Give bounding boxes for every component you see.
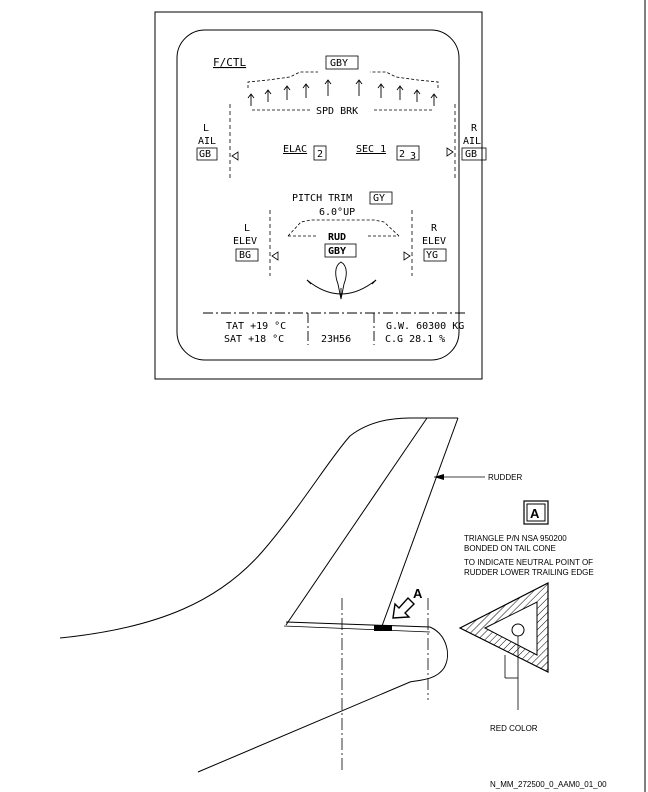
red-dot	[511, 623, 525, 637]
note-line-4: RUDDER LOWER TRAILING EDGE	[464, 568, 594, 577]
spoiler-arrow-5	[324, 79, 332, 96]
pitch-trim-label: PITCH TRIM	[292, 193, 352, 204]
spoiler-arrow-4	[302, 83, 310, 98]
view-a-arrow	[392, 596, 415, 619]
pitch-trim-hyd: GY	[373, 193, 385, 204]
rudder-leader-arrowhead	[434, 474, 444, 480]
left-elev-hyd: BG	[239, 250, 251, 261]
red-color-label: RED COLOR	[490, 724, 538, 733]
sat-readout: SAT +18 °C	[224, 334, 284, 345]
right-elev-hyd-box	[423, 248, 447, 262]
fin-leading-edge	[59, 417, 458, 639]
tat-readout: TAT +19 °C	[226, 321, 286, 332]
right-ail-pointer	[446, 147, 454, 157]
sec-num-box	[396, 145, 420, 161]
note-line-3: TO INDICATE NEUTRAL POINT OF	[464, 558, 593, 567]
sec-number-3: 3	[410, 151, 416, 162]
rudder-position-symbol	[306, 261, 377, 300]
fin-base-line	[285, 621, 431, 628]
elac-number: 2	[317, 149, 323, 160]
note-line-2: BONDED ON TAIL CONE	[464, 544, 556, 553]
ecam-title: F/CTL	[213, 56, 246, 69]
stabilizer-outline	[287, 219, 400, 237]
spoiler-arrow-8	[396, 85, 404, 100]
ecam-flight-control-page: F/CTL GBY SPD BRK L AIL GB	[154, 11, 487, 380]
spoiler-arrow-10	[430, 93, 438, 106]
triangle-inner	[483, 601, 538, 656]
left-ail-side: L	[203, 123, 209, 134]
tail-diagram: A RUDDER A TRIANGLE P/N NSA 950200 BONDE…	[59, 417, 607, 789]
right-ail-hyd-box	[461, 147, 487, 161]
gross-weight-readout: G.W. 60300 KG	[386, 321, 464, 332]
left-ail-pointer	[231, 151, 239, 161]
right-elev-label: ELEV	[422, 236, 446, 247]
triangle-detail: RED COLOR	[458, 582, 549, 733]
reference-code: N_MM_272500_0_AAM0_01_00	[490, 780, 607, 789]
right-elev-pointer	[403, 251, 411, 261]
left-elevator-indicator: L ELEV BG	[233, 210, 279, 276]
rudder-callout: RUDDER	[488, 473, 522, 482]
spoiler-arrow-3	[283, 85, 291, 100]
left-elev-pointer	[271, 251, 279, 261]
left-aileron-indicator: L AIL GB	[196, 104, 239, 178]
left-elev-side: L	[244, 223, 250, 234]
right-ail-side: R	[471, 123, 478, 134]
spoiler-arrow-2	[264, 89, 272, 102]
view-a-arrow-letter: A	[413, 586, 423, 601]
cg-readout: C.G 28.1 %	[385, 334, 445, 345]
left-ail-hyd: GB	[199, 149, 211, 160]
note-line-1: TRIANGLE P/N NSA 950200	[464, 534, 567, 543]
rud-hyd-box	[324, 243, 357, 258]
rudder-hyd: GBY	[328, 246, 346, 257]
ecam-screen	[176, 29, 460, 361]
view-a-box-outer	[523, 500, 549, 525]
right-elev-side: R	[431, 223, 438, 234]
hyd-top-box	[325, 55, 359, 70]
hyd-top-label: GBY	[330, 58, 348, 69]
view-a-letter: A	[530, 506, 540, 521]
right-ail-hyd: GB	[465, 149, 477, 160]
tail-cone	[197, 626, 448, 773]
right-aileron-indicator: R AIL GB	[446, 104, 487, 178]
rudder-scale-arc	[306, 279, 377, 295]
rudder-trailing-edge	[381, 417, 459, 627]
left-elev-hyd-box	[235, 248, 259, 262]
right-elev-hyd: YG	[426, 250, 438, 261]
spoiler-bracket-lines	[247, 71, 439, 88]
ecam-outer-frame	[154, 11, 483, 380]
spoiler-arrows	[247, 79, 438, 106]
left-elev-label: ELEV	[233, 236, 257, 247]
view-a-box-inner	[526, 503, 546, 522]
sec-number: 2	[399, 149, 405, 160]
elac-label: ELAC	[283, 144, 307, 155]
sec-label: SEC 1	[356, 144, 386, 155]
spoiler-arrow-9	[413, 89, 421, 102]
left-ail-hyd-box	[196, 147, 218, 161]
right-elevator-indicator: R ELEV YG	[403, 210, 447, 276]
pitch-trim-value: 6.0°UP	[319, 207, 355, 218]
left-ail-label: AIL	[198, 136, 216, 147]
elac-num-box	[313, 145, 327, 161]
spoiler-arrow-6	[355, 79, 363, 96]
right-ail-label: AIL	[463, 136, 481, 147]
speed-brake-label: SPD BRK	[316, 106, 358, 117]
fin-base-line-2	[283, 625, 431, 633]
pitch-trim-hyd-box	[369, 191, 393, 205]
spoiler-arrow-1	[247, 93, 255, 106]
rudder-hinge-line	[285, 417, 428, 626]
neutral-point-marker	[374, 625, 392, 631]
rudder-label: RUD	[328, 232, 346, 243]
spoiler-arrow-7	[377, 83, 385, 98]
time-readout: 23H56	[321, 334, 351, 345]
